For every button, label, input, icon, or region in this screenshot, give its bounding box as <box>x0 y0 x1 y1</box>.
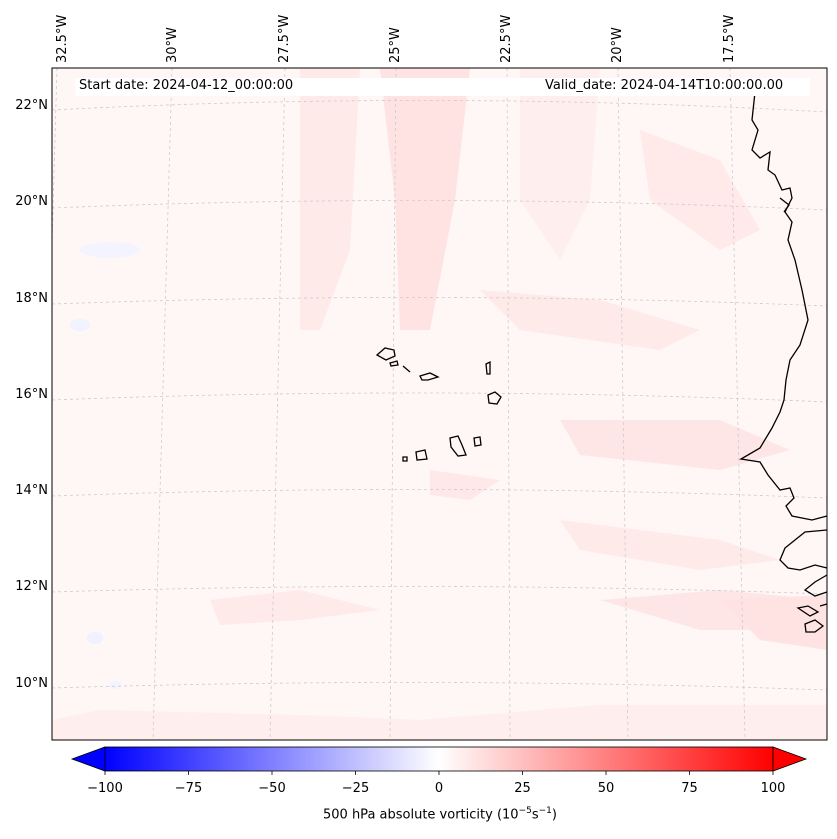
colorbar-tick-label: −75 <box>174 781 203 796</box>
colorbar-tick-label: 50 <box>597 781 615 796</box>
colorbar-title-suffix: ) <box>551 807 557 823</box>
latitude-label: 20°N <box>15 194 48 209</box>
colorbar-title-unit: s <box>531 807 539 823</box>
start-date-label: Start date: 2024-04-12_00:00:00 <box>79 78 294 93</box>
colorbar-tick-label: −50 <box>258 781 286 796</box>
longitude-label: 22.5°W <box>499 14 514 63</box>
longitude-label: 32.5°W <box>55 14 70 63</box>
longitude-label: 30°W <box>165 27 180 63</box>
map-frame <box>51 67 828 741</box>
colorbar-title-prefix: 500 hPa absolute vorticity (10 <box>323 807 519 823</box>
longitude-label: 17.5°W <box>722 14 737 63</box>
coastlines <box>375 91 828 633</box>
longitude-label: 20°W <box>610 27 625 63</box>
longitude-label: 27.5°W <box>277 14 292 63</box>
gridlines <box>52 68 827 740</box>
vorticity-field <box>52 68 827 740</box>
latitude-label: 16°N <box>15 387 48 402</box>
latitude-label: 14°N <box>15 483 48 498</box>
colorbar <box>70 746 808 775</box>
latitude-label: 10°N <box>15 676 48 691</box>
colorbar-tick-label: 0 <box>434 781 444 796</box>
colorbar-title-exponent: −1 <box>538 806 552 816</box>
colorbar-tick-label: 100 <box>760 781 786 796</box>
longitude-label: 25°W <box>388 27 403 63</box>
colorbar-tick-label: −25 <box>341 781 370 796</box>
colorbar-title: 500 hPa absolute vorticity (10−5s−1) <box>0 806 837 822</box>
colorbar-tick-label: −100 <box>87 781 123 796</box>
colorbar-tick-label: 75 <box>681 781 698 796</box>
latitude-label: 22°N <box>15 98 48 113</box>
valid-date-label: Valid_date: 2024-04-14T10:00:00.00 <box>545 78 784 93</box>
colorbar-tick-label: 25 <box>514 781 531 796</box>
colorbar-title-exponent: −5 <box>518 806 532 816</box>
latitude-label: 12°N <box>15 579 48 594</box>
latitude-label: 18°N <box>15 291 48 306</box>
